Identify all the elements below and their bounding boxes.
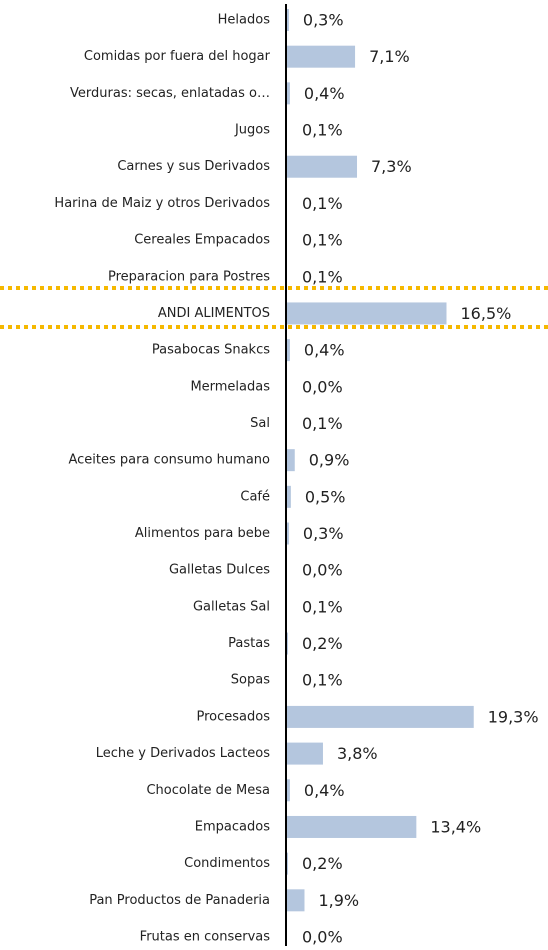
value-label: 0,3% (303, 11, 344, 30)
value-label: 0,9% (309, 451, 350, 470)
category-label: Preparacion para Postres (108, 269, 270, 284)
bar (286, 449, 295, 472)
category-label: Procesados (197, 709, 271, 724)
bar (286, 45, 356, 68)
value-label: 19,3% (488, 707, 539, 726)
bar (286, 9, 289, 31)
value-label: 7,3% (371, 157, 412, 176)
value-label: 1,9% (318, 891, 359, 910)
category-label: Jugos (234, 123, 270, 138)
value-label: 0,1% (302, 194, 343, 213)
value-label: 0,0% (302, 561, 343, 580)
value-label: 0,3% (303, 524, 344, 543)
value-label: 0,2% (302, 634, 343, 653)
value-label: 0,1% (302, 414, 343, 433)
value-label: 0,4% (304, 341, 345, 360)
bar (286, 815, 417, 838)
category-label: ANDI ALIMENTOS (158, 306, 270, 321)
value-label: 0,0% (302, 377, 343, 396)
bar (286, 82, 290, 105)
category-label: Pan Productos de Panaderia (89, 893, 270, 908)
bar (286, 742, 323, 765)
category-label: Frutas en conservas (140, 930, 271, 945)
value-label: 7,1% (369, 47, 410, 66)
category-label: Mermeladas (190, 379, 270, 394)
category-label: Café (240, 489, 270, 504)
value-label: 0,4% (304, 84, 345, 103)
category-label: Aceites para consumo humano (69, 453, 271, 468)
category-label: Chocolate de Mesa (146, 783, 270, 798)
category-label: Sopas (231, 673, 270, 688)
value-label: 0,2% (302, 854, 343, 873)
category-label: Alimentos para bebe (135, 526, 270, 541)
category-label: Leche y Derivados Lacteos (96, 746, 270, 761)
value-label: 0,1% (302, 671, 343, 690)
category-label: Sal (250, 416, 270, 431)
category-label: Comidas por fuera del hogar (84, 49, 271, 64)
value-label: 0,1% (302, 121, 343, 140)
bar (286, 339, 290, 362)
bar (286, 889, 305, 912)
category-label: Verduras: secas, enlatadas o… (70, 86, 270, 101)
category-label: Harina de Maiz y otros Derivados (54, 196, 270, 211)
bar (286, 705, 474, 728)
value-label: 0,1% (302, 231, 343, 250)
value-label: 16,5% (461, 304, 512, 323)
bar (286, 522, 289, 545)
category-label: Pastas (228, 636, 270, 651)
value-label: 3,8% (337, 744, 378, 763)
value-label: 0,5% (305, 487, 346, 506)
value-label: 0,1% (302, 597, 343, 616)
category-label: Galletas Sal (193, 599, 270, 614)
value-label: 0,1% (302, 267, 343, 286)
bar (286, 779, 290, 802)
category-label: Condimentos (184, 856, 270, 871)
value-label: 13,4% (430, 817, 481, 836)
category-label: Empacados (195, 819, 270, 834)
value-label: 0,4% (304, 781, 345, 800)
bar (286, 485, 291, 508)
category-label: Galletas Dulces (169, 563, 270, 578)
bar (286, 302, 447, 325)
category-label: Pasabocas Snakcs (152, 343, 270, 358)
category-label: Helados (218, 13, 271, 28)
category-label: Carnes y sus Derivados (117, 159, 270, 174)
category-label: Cereales Empacados (134, 233, 270, 248)
bar (286, 155, 358, 178)
value-label: 0,0% (302, 928, 343, 947)
